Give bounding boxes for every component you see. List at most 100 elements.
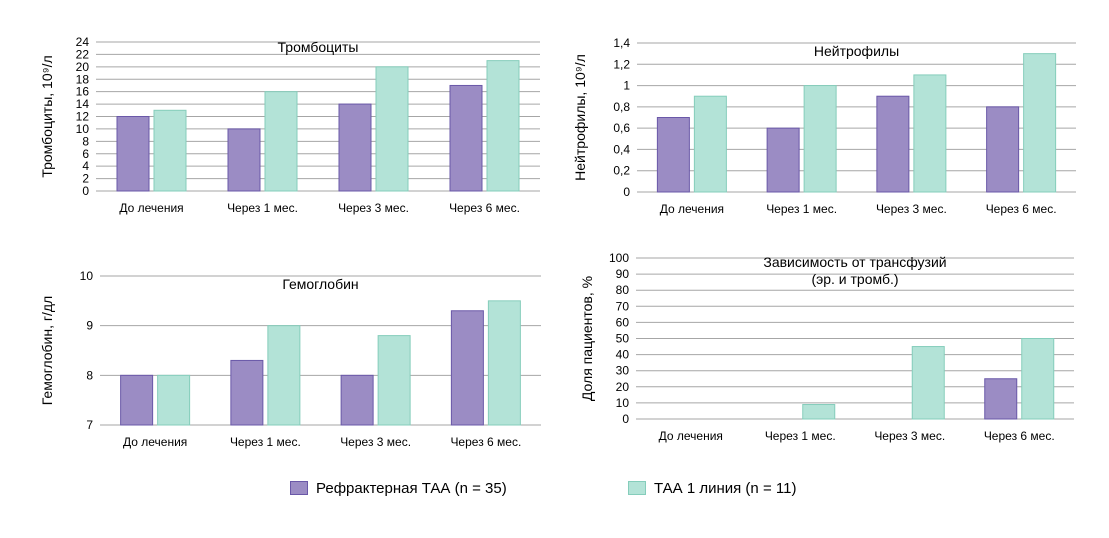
- bar-refractory: [340, 374, 374, 426]
- y-axis-label: Доля пациентов, %: [579, 276, 595, 401]
- y-tick-label: 6: [82, 147, 89, 161]
- y-tick-label: 12: [76, 110, 90, 124]
- y-tick-label: 90: [616, 267, 630, 281]
- y-tick-label: 18: [76, 72, 90, 86]
- bar-first-line: [157, 374, 191, 426]
- x-tick-label: Через 1 мес.: [230, 435, 301, 449]
- bar-refractory: [986, 106, 1020, 193]
- x-tick-label: Через 6 мес.: [449, 201, 520, 215]
- bar-refractory: [116, 116, 150, 192]
- y-tick-label: 10: [76, 122, 90, 136]
- chart-4: 0 10 20 30 40 50 60 70 80 90 100 Доля пациентов, % З…: [579, 251, 1074, 443]
- y-tick-label: 10: [616, 396, 630, 410]
- y-tick-label: 1,2: [613, 57, 630, 71]
- legend-swatch-first-line: [628, 481, 646, 495]
- x-tick-label: Через 6 мес.: [984, 429, 1055, 443]
- y-tick-label: 0: [82, 184, 89, 198]
- x-tick-label: Через 1 мес.: [766, 202, 837, 216]
- y-tick-label: 0: [623, 185, 630, 199]
- y-axis-label: Тромбоциты, 10⁹/л: [39, 55, 55, 177]
- bar-first-line: [267, 325, 301, 426]
- y-tick-label: 0,4: [613, 142, 630, 156]
- y-tick-label: 100: [609, 251, 629, 265]
- y-tick-label: 22: [76, 47, 90, 61]
- x-tick-label: До лечения: [659, 429, 723, 443]
- y-tick-label: 0,2: [613, 164, 630, 178]
- x-tick-label: До лечения: [660, 202, 724, 216]
- bar-refractory: [656, 117, 690, 193]
- bar-first-line: [693, 95, 727, 193]
- bar-refractory: [450, 310, 484, 426]
- x-tick-label: До лечения: [123, 435, 187, 449]
- bar-first-line: [375, 66, 409, 192]
- bar-first-line: [377, 335, 411, 426]
- y-tick-label: 80: [616, 283, 630, 297]
- x-tick-label: Через 1 мес.: [765, 429, 836, 443]
- y-tick-label: 8: [86, 368, 93, 382]
- legend-swatch-refractory: [290, 481, 308, 495]
- y-axis-label: Гемоглобин, г/дл: [39, 296, 55, 405]
- chart-3: 7 8 9 10 Гемоглобин, г/дл Гемоглобин До лечени…: [39, 269, 541, 449]
- y-tick-label: 40: [616, 348, 630, 362]
- bar-first-line: [803, 85, 837, 193]
- chart-title: Зависимость от трансфузий: [763, 254, 946, 270]
- chart-2: 0 0,2 0,4 0,6 0,8 1 1,2 1,4 Нейтрофилы, 10⁹/л Ней…: [572, 36, 1076, 216]
- y-tick-label: 24: [76, 35, 90, 49]
- bar-refractory: [338, 103, 372, 192]
- y-tick-label: 14: [76, 97, 90, 111]
- bar-first-line: [1023, 53, 1057, 193]
- y-tick-label: 1: [623, 79, 630, 93]
- bar-first-line: [913, 74, 947, 193]
- x-tick-label: Через 1 мес.: [227, 201, 298, 215]
- bar-first-line: [264, 91, 298, 192]
- legend-item-refractory: Рефрактерная ТАА (n = 35): [290, 476, 507, 500]
- x-tick-label: Через 3 мес.: [338, 201, 409, 215]
- y-tick-label: 20: [616, 380, 630, 394]
- y-tick-label: 0: [622, 412, 629, 426]
- x-tick-label: До лечения: [119, 201, 183, 215]
- chart-title: Нейтрофилы: [814, 43, 899, 59]
- bar-refractory: [227, 128, 261, 192]
- y-tick-label: 30: [616, 364, 630, 378]
- bar-first-line: [1021, 338, 1055, 420]
- y-tick-label: 0,6: [613, 121, 630, 135]
- x-tick-label: Через 3 мес.: [874, 429, 945, 443]
- y-tick-label: 7: [86, 418, 93, 432]
- bar-refractory: [230, 359, 264, 426]
- bar-refractory: [876, 95, 910, 193]
- chart-title: Гемоглобин: [282, 276, 358, 292]
- x-tick-label: Через 3 мес.: [876, 202, 947, 216]
- bar-refractory: [449, 84, 483, 192]
- x-tick-label: Через 3 мес.: [340, 435, 411, 449]
- y-tick-label: 0,8: [613, 100, 630, 114]
- bar-refractory: [120, 374, 154, 426]
- legend: Рефрактерная ТАА (n = 35) ТАА 1 линия (n…: [0, 476, 1109, 500]
- bar-first-line: [802, 404, 836, 420]
- y-tick-label: 1,4: [613, 36, 630, 50]
- bar-refractory: [766, 127, 800, 193]
- bar-first-line: [153, 109, 187, 192]
- legend-item-first-line: ТАА 1 линия (n = 11): [628, 476, 796, 500]
- y-tick-label: 9: [86, 319, 93, 333]
- y-tick-label: 20: [76, 60, 90, 74]
- y-tick-label: 4: [82, 159, 89, 173]
- chart-title: (эр. и тромб.): [811, 271, 898, 287]
- y-tick-label: 2: [82, 172, 89, 186]
- legend-label-first-line: ТАА 1 линия (n = 11): [654, 479, 797, 497]
- legend-label-refractory: Рефрактерная ТАА (n = 35): [316, 479, 507, 497]
- y-tick-label: 60: [616, 315, 630, 329]
- chart-title: Тромбоциты: [278, 39, 359, 55]
- x-tick-label: Через 6 мес.: [986, 202, 1057, 216]
- y-tick-label: 16: [76, 85, 90, 99]
- y-tick-label: 8: [82, 134, 89, 148]
- bar-refractory: [984, 378, 1018, 420]
- bar-first-line: [486, 60, 520, 192]
- bar-first-line: [487, 300, 521, 426]
- y-tick-label: 10: [80, 269, 94, 283]
- x-tick-label: Через 6 мес.: [450, 435, 521, 449]
- y-axis-label: Нейтрофилы, 10⁹/л: [572, 54, 588, 181]
- y-tick-label: 50: [616, 332, 630, 346]
- bar-first-line: [911, 346, 945, 420]
